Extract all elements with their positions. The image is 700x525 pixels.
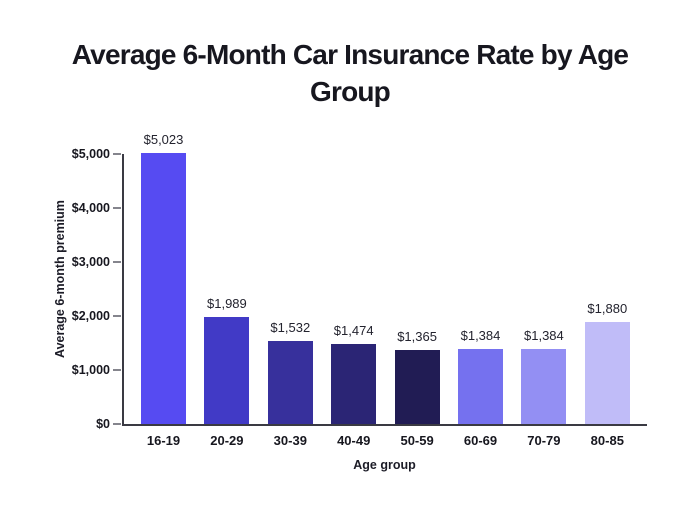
- bar-20-29: [204, 316, 250, 424]
- bar-value-label: $1,532: [270, 320, 311, 336]
- bar-value-label: $5,023: [143, 131, 184, 147]
- bar-value-label: $1,384: [460, 328, 501, 344]
- y-tick-label: $5,000: [71, 147, 110, 161]
- x-category-label: 60-69: [463, 433, 498, 448]
- bar-80-85: [584, 322, 630, 424]
- bar-value-label: $1,474: [333, 323, 374, 339]
- x-category-label: 80-85: [590, 433, 624, 448]
- y-tick-label: $3,000: [71, 255, 110, 269]
- chart-title: Average 6-Month Car Insurance Rate by Ag…: [30, 36, 670, 110]
- x-category-label: 20-29: [210, 433, 244, 448]
- y-tick-mark: [113, 153, 121, 155]
- bar-value-label: $1,365: [397, 329, 437, 345]
- bar-value-label: $1,989: [207, 295, 247, 311]
- x-axis-line: [122, 424, 647, 426]
- y-tick-mark: [113, 369, 121, 371]
- bar-40-49: [331, 344, 377, 424]
- y-tick-label: $0: [96, 417, 110, 431]
- y-axis-line: [122, 154, 124, 424]
- bar-50-59: [394, 350, 440, 424]
- bar-value-label: $1,880: [587, 301, 628, 317]
- x-category-label: 70-79: [527, 433, 561, 448]
- y-axis-title: Average 6-month premium: [53, 200, 67, 358]
- x-category-label: 16-19: [146, 433, 181, 448]
- x-category-label: 30-39: [273, 433, 307, 448]
- y-tick-label: $2,000: [71, 309, 110, 323]
- y-tick-label: $4,000: [71, 201, 110, 215]
- y-tick-mark: [113, 315, 121, 317]
- x-axis-title: Age group: [353, 458, 416, 472]
- y-tick-mark: [113, 207, 121, 209]
- bar-60-69: [458, 349, 503, 424]
- x-category-label: 40-49: [337, 433, 371, 448]
- y-tick-mark: [113, 423, 121, 425]
- y-tick-label: $1,000: [71, 363, 110, 377]
- bar-16-19: [141, 152, 186, 424]
- chart-title-line2: Group: [310, 76, 391, 107]
- chart-title-line1: Average 6-Month Car Insurance Rate by Ag…: [71, 39, 629, 70]
- y-tick-mark: [113, 261, 121, 263]
- bar-70-79: [521, 349, 567, 424]
- x-category-label: 50-59: [400, 433, 434, 448]
- bar-value-label: $1,384: [524, 328, 564, 344]
- bar-30-39: [267, 341, 313, 424]
